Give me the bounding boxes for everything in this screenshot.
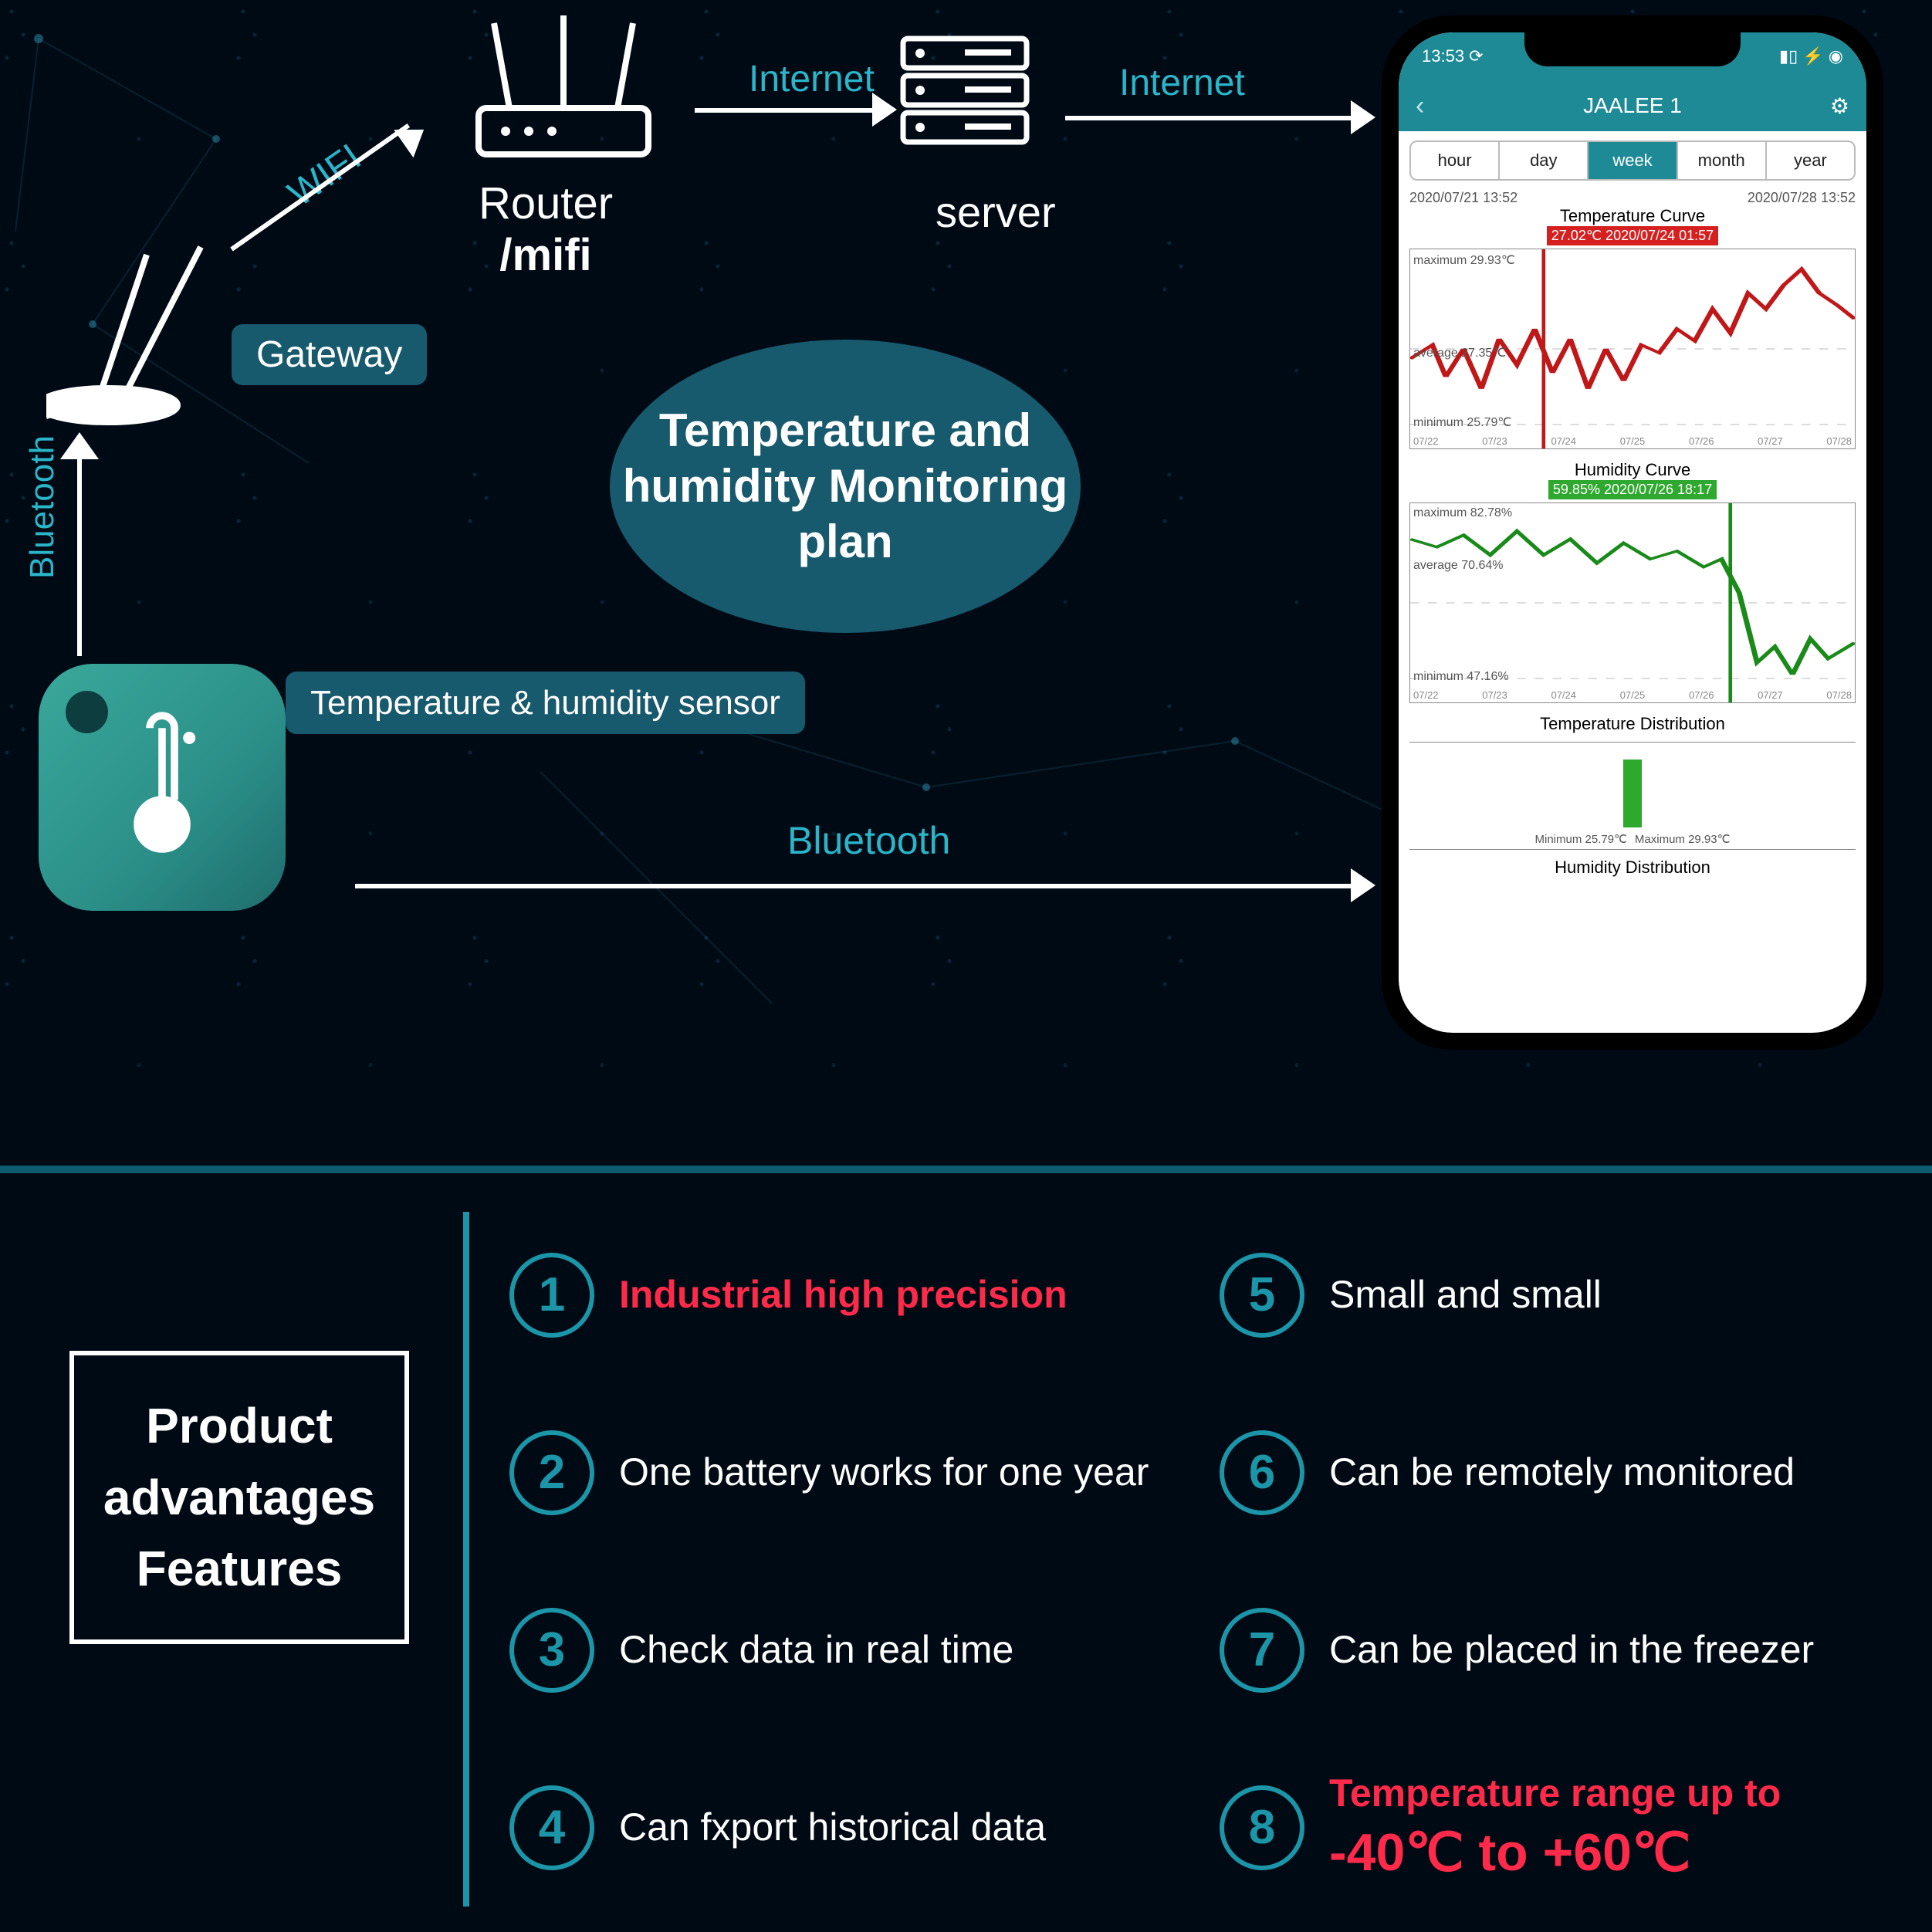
feature-item: 1 Industrial high precision: [509, 1212, 1189, 1378]
hum-dist-title: Humidity Distribution: [1409, 858, 1856, 878]
dist-min: Minimum 25.79℃: [1535, 832, 1627, 846]
feature-text: Can be placed in the freezer: [1329, 1626, 1814, 1674]
feature-number: 6: [1220, 1430, 1304, 1515]
arrow-sensor-gateway: [77, 440, 82, 656]
arrow-server-phone: [1065, 116, 1351, 120]
gateway-label: Gateway: [232, 324, 427, 385]
hum-max: maximum 82.78%: [1413, 506, 1512, 520]
hum-chart-title: Humidity Curve: [1409, 460, 1856, 480]
feature-item: 3 Check data in real time: [509, 1567, 1189, 1733]
feature-number: 1: [509, 1253, 594, 1338]
feature-number: 3: [509, 1608, 594, 1693]
router-label: Router /mifi: [479, 178, 613, 281]
humidity-section: Humidity Curve 59.85% 2020/07/26 18:17 m…: [1399, 460, 1866, 703]
temp-badge: 27.02℃ 2020/07/24 01:57: [1547, 226, 1718, 245]
back-icon[interactable]: ‹: [1416, 91, 1424, 121]
arrow-head-icon: [60, 432, 99, 459]
tab-hour[interactable]: hour: [1411, 142, 1500, 179]
feature-number: 2: [509, 1430, 594, 1515]
feature-item: 7 Can be placed in the freezer: [1220, 1567, 1899, 1733]
internet-label-2: Internet: [1119, 62, 1245, 104]
status-indicators: ▮▯ ⚡ ◉: [1779, 46, 1843, 66]
temp-avg: average 27.35℃: [1413, 345, 1506, 360]
temp-date-end: 2020/07/28 13:52: [1748, 190, 1856, 206]
phone-mockup: 13:53 ⟳ ▮▯ ⚡ ◉ ‹ JAALEE 1 ⚙ hour day wee…: [1382, 15, 1883, 1050]
temp-dist-section: Temperature Distribution Minimum 25.79℃ …: [1399, 714, 1866, 878]
arrow-head-icon: [394, 116, 433, 157]
temperature-chart: maximum 29.93℃ average 27.35℃ minimum 25…: [1409, 249, 1856, 449]
humidity-chart: maximum 82.78% average 70.64% minimum 47…: [1409, 502, 1856, 703]
feature-item: 5 Small and small: [1220, 1212, 1899, 1378]
temp-date-start: 2020/07/21 13:52: [1409, 190, 1518, 206]
phone-screen: 13:53 ⟳ ▮▯ ⚡ ◉ ‹ JAALEE 1 ⚙ hour day wee…: [1399, 32, 1866, 1033]
tab-month[interactable]: month: [1678, 142, 1767, 179]
temperature-section: 2020/07/21 13:52 2020/07/28 13:52 Temper…: [1399, 190, 1866, 449]
time-range-tabs[interactable]: hour day week month year: [1409, 140, 1856, 181]
tab-week[interactable]: week: [1589, 142, 1677, 179]
temp-chart-title: Temperature Curve: [1409, 206, 1856, 226]
router-icon: [463, 15, 664, 170]
features-panel: Product advantages Features 1 Industrial …: [0, 1166, 1932, 1932]
hum-min: minimum 47.16%: [1413, 670, 1509, 684]
arrow-head-icon: [1351, 100, 1375, 134]
app-title: JAALEE 1: [1583, 93, 1682, 118]
app-header: ‹ JAALEE 1 ⚙: [1399, 80, 1866, 131]
hum-badge: 59.85% 2020/07/26 18:17: [1548, 480, 1717, 499]
internet-label-1: Internet: [749, 58, 875, 100]
server-icon: [888, 31, 1042, 170]
hum-avg: average 70.64%: [1413, 559, 1504, 573]
feature-item: 4 Can fxport historical data: [509, 1744, 1189, 1910]
feature-item: 8 Temperature range up to-40℃ to +60℃: [1220, 1744, 1899, 1910]
features-title-3: Features: [137, 1541, 343, 1596]
arrow-sensor-phone: [355, 884, 1351, 888]
gear-icon[interactable]: ⚙: [1830, 93, 1849, 119]
architecture-diagram: Temperature and humidity Monitoring plan…: [0, 0, 1932, 1158]
feature-number: 8: [1220, 1785, 1304, 1870]
feature-item: 2 One battery works for one year: [509, 1389, 1189, 1555]
features-title-box: Product advantages Features: [69, 1351, 409, 1644]
feature-text: Can fxport historical data: [619, 1803, 1046, 1852]
temp-min: minimum 25.79℃: [1413, 414, 1511, 430]
dist-bar: [1623, 760, 1642, 827]
feature-item: 6 Can be remotely monitored: [1220, 1389, 1899, 1555]
feature-number: 4: [509, 1785, 594, 1870]
arrow-gateway-router: [230, 123, 410, 252]
sensor-label: Temperature & humidity sensor: [286, 672, 805, 734]
features-title-2: advantages: [103, 1470, 375, 1525]
phone-notch: [1524, 32, 1741, 66]
tab-year[interactable]: year: [1767, 142, 1854, 179]
temp-max: maximum 29.93℃: [1413, 252, 1515, 268]
feature-number: 7: [1220, 1608, 1304, 1693]
feature-text: Industrial high precision: [619, 1271, 1068, 1319]
bluetooth-horizontal-label: Bluetooth: [787, 818, 950, 863]
arrow-router-server: [695, 108, 872, 113]
sensor-device-icon: [39, 664, 286, 911]
feature-text: Can be remotely monitored: [1329, 1448, 1795, 1497]
plan-title-oval: Temperature and humidity Monitoring plan: [610, 340, 1081, 633]
feature-text: Temperature range up to-40℃ to +60℃: [1329, 1769, 1781, 1886]
server-label: server: [911, 178, 1081, 246]
arrow-head-icon: [872, 93, 897, 127]
plan-title: Temperature and humidity Monitoring plan: [610, 403, 1081, 570]
temp-dist-title: Temperature Distribution: [1409, 714, 1856, 734]
features-grid: 1 Industrial high precision 5 Small and sma…: [509, 1212, 1899, 1910]
feature-number: 5: [1220, 1253, 1304, 1338]
features-title-1: Product: [146, 1398, 333, 1453]
arrow-head-icon: [1351, 868, 1375, 902]
feature-text: Check data in real time: [619, 1626, 1013, 1674]
dist-max: Maximum 29.93℃: [1635, 832, 1731, 846]
status-time: 13:53 ⟳: [1422, 46, 1484, 66]
feature-text: Small and small: [1329, 1271, 1602, 1319]
tab-day[interactable]: day: [1500, 142, 1589, 179]
bluetooth-vertical-label: Bluetooth: [23, 435, 62, 579]
temp-dist-chart: Minimum 25.79℃ Maximum 29.93℃: [1409, 742, 1856, 850]
feature-text: One battery works for one year: [619, 1448, 1149, 1497]
features-divider: [463, 1212, 469, 1907]
